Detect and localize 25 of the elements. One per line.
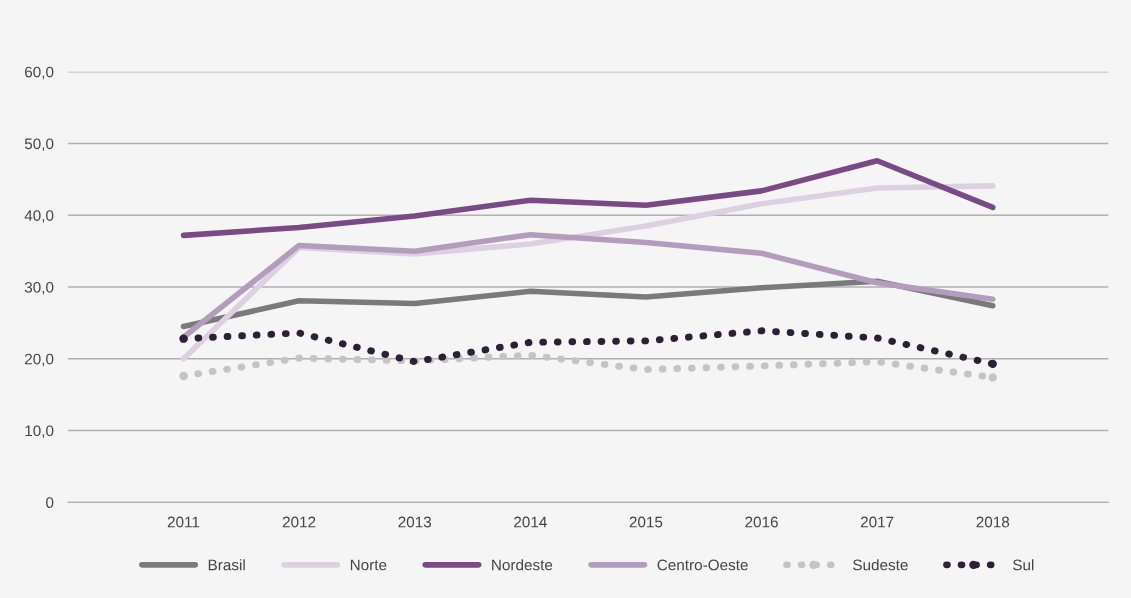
x-tick-label: 2011	[167, 516, 200, 528]
legend-label: Sul	[1012, 559, 1034, 571]
x-tick-label: 2016	[745, 516, 778, 528]
point	[179, 371, 188, 381]
y-tick-label: 10,0	[25, 425, 54, 439]
x-tick-label: 2013	[398, 516, 432, 528]
y-tick-label: 0	[46, 497, 54, 509]
x-tick-label: 2012	[282, 516, 316, 528]
x-tick-label: 2014	[514, 516, 547, 528]
legend-label: Brasil	[208, 559, 245, 571]
y-tick-label: 60,0	[25, 66, 54, 80]
legend-label: Nordeste	[492, 559, 553, 571]
y-tick-label: 30,0	[24, 281, 54, 295]
point	[988, 359, 997, 368]
legend-label: Sudeste	[853, 559, 908, 571]
x-tick-label: 2015	[629, 516, 663, 528]
point	[988, 373, 997, 382]
y-tick-label: 40,0	[24, 210, 54, 223]
x-tick-label: 2017	[860, 516, 894, 528]
x-tick-label: 2018	[976, 516, 1010, 528]
legend-label: Norte	[350, 559, 387, 571]
y-tick-label: 20,0	[25, 353, 54, 367]
legend-label: Centro-Oeste	[657, 559, 748, 571]
point	[179, 334, 188, 343]
y-tick-label: 50,0	[24, 138, 54, 152]
